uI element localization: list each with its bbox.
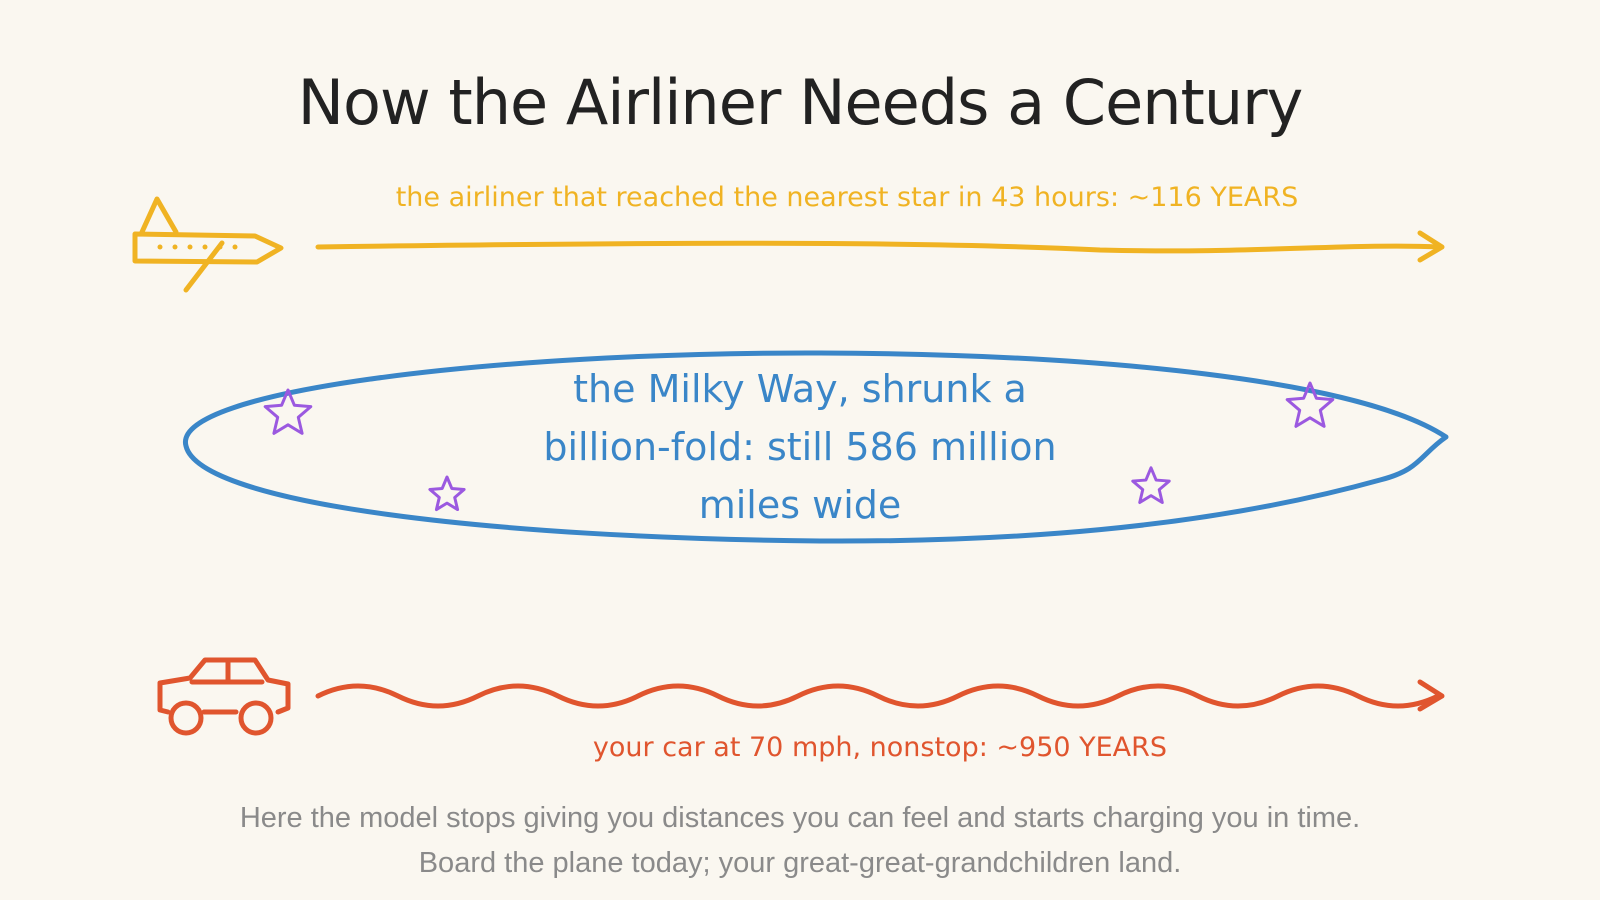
plane-icon bbox=[132, 196, 284, 293]
star bbox=[428, 475, 466, 512]
plane-label: the airliner that reached the nearest st… bbox=[395, 182, 1299, 213]
galaxy-ellipse bbox=[183, 350, 1449, 544]
plane-arrow bbox=[315, 230, 1445, 263]
car-label: your car at 70 mph, nonstop: ~950 YEARS bbox=[592, 732, 1168, 763]
car-arrow bbox=[315, 679, 1445, 712]
star bbox=[1131, 466, 1171, 505]
galaxy-label: the Milky Way, shrunk a billion-fold: st… bbox=[543, 367, 1057, 527]
title: Now the Airliner Needs a Century bbox=[297, 66, 1304, 139]
car-icon bbox=[157, 657, 291, 736]
caption-line: Board the plane today; your great-great-… bbox=[418, 847, 1182, 879]
caption-line: Here the model stops giving you distance… bbox=[239, 802, 1361, 834]
